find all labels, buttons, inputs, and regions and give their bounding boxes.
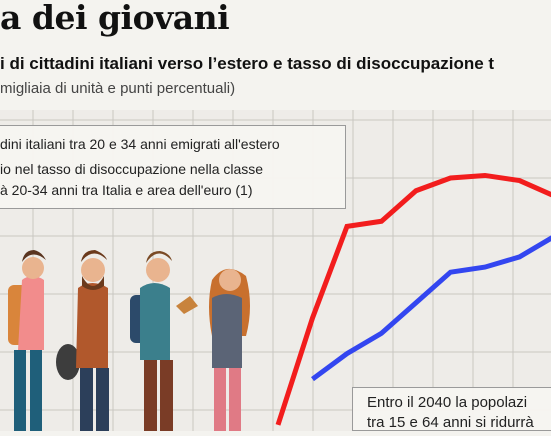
annotation-line-1: Entro il 2040 la popolazi xyxy=(367,394,527,411)
person-2 xyxy=(56,250,109,431)
annotation-line-2: tra 15 e 64 anni si ridurrà xyxy=(367,414,534,431)
chart-subtitle: i di cittadini italiani verso l’estero e… xyxy=(0,54,494,74)
annotation-box: Entro il 2040 la popolazi tra 15 e 64 an… xyxy=(352,387,551,431)
person-3 xyxy=(130,251,198,431)
person-1 xyxy=(8,250,46,431)
students-walking-illustration xyxy=(8,250,250,431)
person-4 xyxy=(209,269,250,431)
legend-line-2: io nel tasso di disoccupazione nella cla… xyxy=(0,161,263,177)
chart-title: a dei giovani xyxy=(0,0,229,37)
units-label: migliaia di unità e punti percentuali) xyxy=(0,80,235,97)
legend-line-1: dini italiani tra 20 e 34 anni emigrati … xyxy=(0,136,280,152)
legend-line-3: à 20-34 anni tra Italia e area dell'euro… xyxy=(0,182,253,198)
chart-legend: dini italiani tra 20 e 34 anni emigrati … xyxy=(0,125,346,209)
series-line-2 xyxy=(313,237,551,380)
